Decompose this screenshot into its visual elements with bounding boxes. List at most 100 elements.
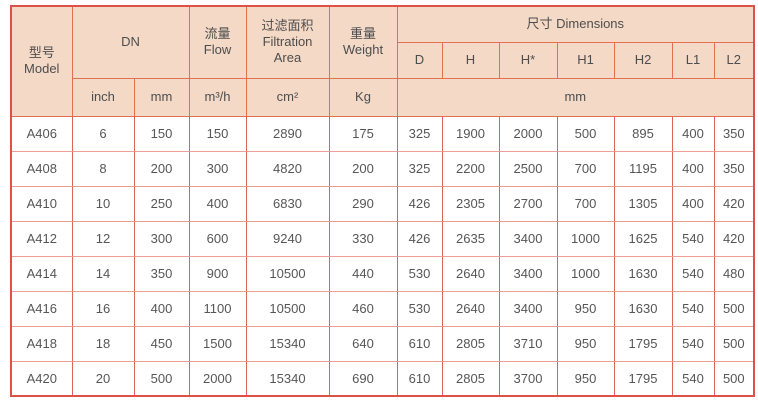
cell-dim-l2: 500 [713, 360, 755, 397]
cell-weight: 175 [328, 115, 398, 152]
cell-dim-h1: 700 [556, 185, 615, 222]
cell-weight: 440 [328, 255, 398, 292]
cell-dn-mm: 200 [133, 150, 190, 187]
unit-inch: inch [71, 77, 135, 117]
unit-flow: m³/h [188, 77, 247, 117]
cell-dim-h: 2640 [441, 255, 500, 292]
cell-weight: 690 [328, 360, 398, 397]
cell-dn-inch: 16 [71, 290, 135, 327]
cell-dim-h-star: 2700 [498, 185, 558, 222]
cell-dim-d: 325 [396, 115, 443, 152]
cell-dim-h: 2635 [441, 220, 500, 257]
cell-dim-l2: 350 [713, 115, 755, 152]
cell-model: A410 [10, 185, 73, 222]
unit-area: cm² [245, 77, 330, 117]
cell-dn-inch: 18 [71, 325, 135, 362]
cell-dn-mm: 450 [133, 325, 190, 362]
header-row-1: 型号 Model DN 流量 Flow 过滤面积 Filtration Area… [10, 5, 755, 117]
header-flow: 流量 Flow [188, 5, 247, 79]
cell-dn-mm: 350 [133, 255, 190, 292]
cell-dim-h2: 895 [613, 115, 673, 152]
cell-filtration-area: 6830 [245, 185, 330, 222]
cell-dim-h: 1900 [441, 115, 500, 152]
header-dim-h-star: H* [498, 41, 558, 79]
cell-filtration-area: 4820 [245, 150, 330, 187]
cell-model: A418 [10, 325, 73, 362]
cell-flow: 900 [188, 255, 247, 292]
cell-dim-h1: 950 [556, 360, 615, 397]
cell-dim-l1: 400 [671, 115, 715, 152]
header-dim-l1: L1 [671, 41, 715, 79]
table-row: A416 16 400 1100 10500 460 530 2640 3400 950 1630 5… [10, 290, 755, 327]
table-row: A420 20 500 2000 15340 690 610 2805 3700 950 1795 5… [10, 360, 755, 397]
cell-flow: 2000 [188, 360, 247, 397]
table-row: A414 14 350 900 10500 440 530 2640 3400 1000 1630 5… [10, 255, 755, 292]
cell-dn-mm: 400 [133, 290, 190, 327]
table-row: A418 18 450 1500 15340 640 610 2805 3710 950 1795 5… [10, 325, 755, 362]
cell-dim-h2: 1795 [613, 360, 673, 397]
cell-dim-l1: 400 [671, 185, 715, 222]
table-body: A406 6 150 150 2890 175 325 1900 2000 500 895 400 35… [10, 115, 755, 397]
table-row: A412 12 300 600 9240 330 426 2635 3400 1000 1625 54… [10, 220, 755, 257]
header-weight: 重量 Weight [328, 5, 398, 79]
cell-dn-inch: 8 [71, 150, 135, 187]
unit-dims: mm [396, 77, 755, 117]
cell-dim-h: 2640 [441, 290, 500, 327]
cell-dim-l2: 500 [713, 290, 755, 327]
cell-dim-h: 2305 [441, 185, 500, 222]
cell-weight: 460 [328, 290, 398, 327]
cell-dn-inch: 14 [71, 255, 135, 292]
cell-flow: 150 [188, 115, 247, 152]
cell-filtration-area: 9240 [245, 220, 330, 257]
table-row: A406 6 150 150 2890 175 325 1900 2000 500 895 400 35… [10, 115, 755, 152]
cell-weight: 200 [328, 150, 398, 187]
cell-dim-h1: 950 [556, 290, 615, 327]
cell-dim-h2: 1795 [613, 325, 673, 362]
cell-filtration-area: 2890 [245, 115, 330, 152]
cell-dn-inch: 6 [71, 115, 135, 152]
cell-dim-h1: 700 [556, 150, 615, 187]
cell-dn-inch: 10 [71, 185, 135, 222]
unit-mm: mm [133, 77, 190, 117]
cell-flow: 1100 [188, 290, 247, 327]
cell-weight: 640 [328, 325, 398, 362]
cell-dim-h-star: 3710 [498, 325, 558, 362]
cell-dim-h2: 1630 [613, 255, 673, 292]
cell-dim-l1: 540 [671, 290, 715, 327]
cell-flow: 600 [188, 220, 247, 257]
cell-dn-mm: 250 [133, 185, 190, 222]
cell-model: A416 [10, 290, 73, 327]
header-row-2: D H H* H1 H2 L1 L2 [11, 41, 755, 79]
cell-dim-d: 610 [396, 360, 443, 397]
cell-dim-l1: 540 [671, 325, 715, 362]
cell-model: A414 [10, 255, 73, 292]
cell-dn-inch: 20 [71, 360, 135, 397]
cell-dim-h-star: 3400 [498, 290, 558, 327]
cell-flow: 400 [188, 185, 247, 222]
cell-dim-h1: 950 [556, 325, 615, 362]
cell-dim-h-star: 3400 [498, 220, 558, 257]
cell-dim-l1: 540 [671, 220, 715, 257]
cell-dim-h1: 500 [556, 115, 615, 152]
cell-model: A420 [10, 360, 73, 397]
header-dim-h1: H1 [556, 41, 615, 79]
cell-dn-mm: 500 [133, 360, 190, 397]
cell-dim-h-star: 3400 [498, 255, 558, 292]
cell-dim-l2: 350 [713, 150, 755, 187]
header-dn: DN [71, 5, 190, 79]
header-dim-h2: H2 [613, 41, 673, 79]
cell-dim-d: 610 [396, 325, 443, 362]
cell-weight: 330 [328, 220, 398, 257]
header-dim-h: H [441, 41, 500, 79]
cell-dim-h-star: 2000 [498, 115, 558, 152]
cell-flow: 1500 [188, 325, 247, 362]
cell-dim-l2: 500 [713, 325, 755, 362]
table-row: A410 10 250 400 6830 290 426 2305 2700 700 1305 400… [10, 185, 755, 222]
cell-model: A412 [10, 220, 73, 257]
cell-dim-h1: 1000 [556, 220, 615, 257]
cell-flow: 300 [188, 150, 247, 187]
cell-dim-l2: 480 [713, 255, 755, 292]
cell-dim-d: 325 [396, 150, 443, 187]
cell-dim-h2: 1305 [613, 185, 673, 222]
